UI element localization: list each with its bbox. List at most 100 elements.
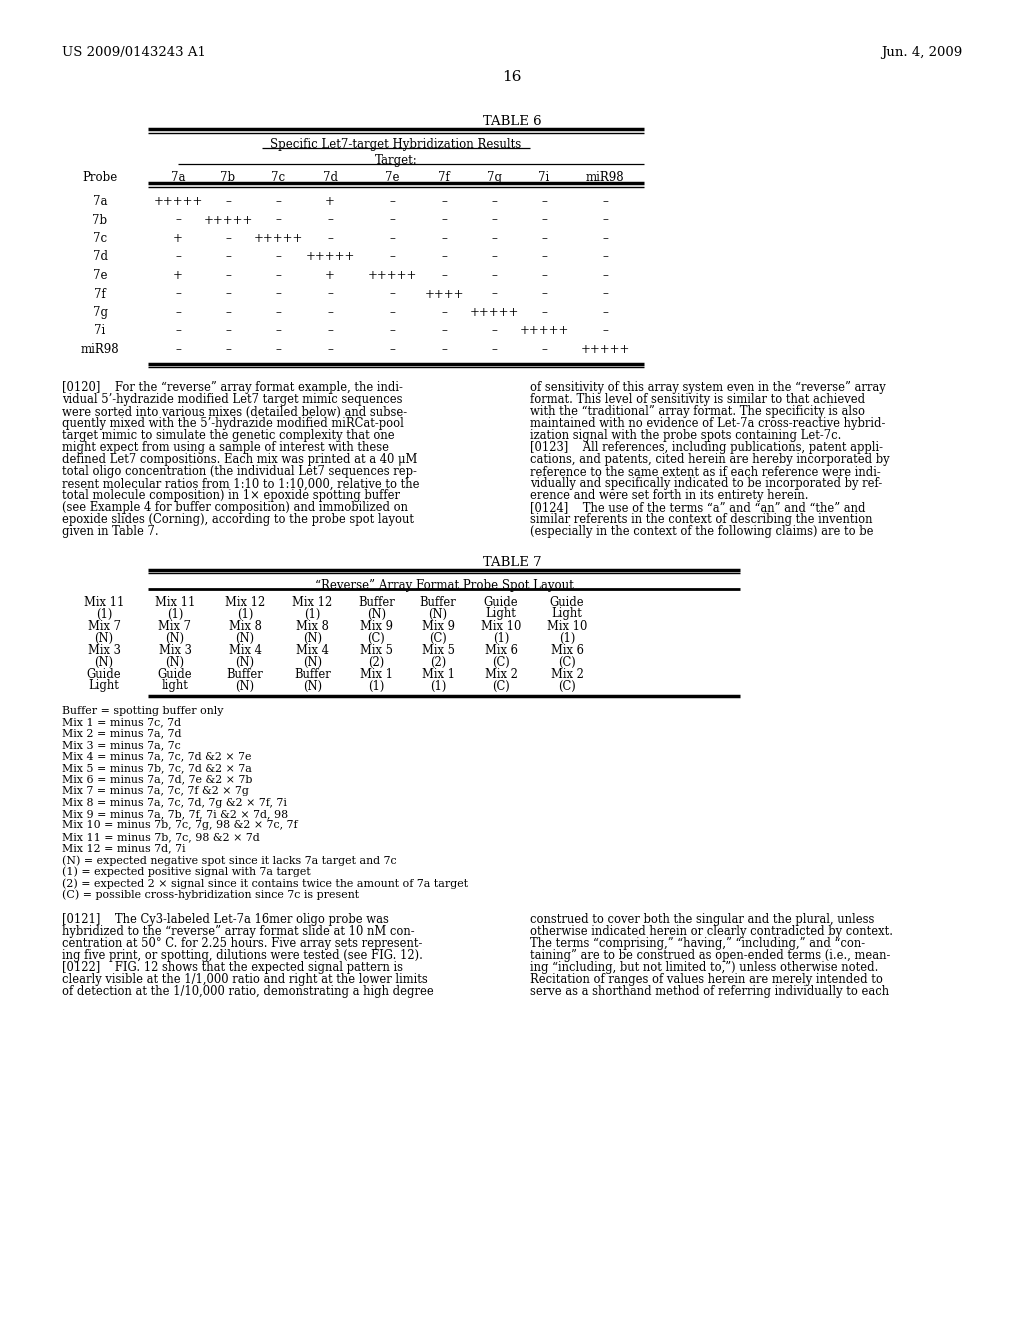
Text: (N): (N)	[367, 607, 386, 620]
Text: (see Example 4 for buffer composition) and immobilized on: (see Example 4 for buffer composition) a…	[62, 502, 408, 515]
Text: –: –	[175, 325, 181, 338]
Text: Mix 4: Mix 4	[296, 644, 329, 656]
Text: –: –	[275, 288, 281, 301]
Text: 7f: 7f	[94, 288, 105, 301]
Text: taining” are to be construed as open-ended terms (i.e., mean-: taining” are to be construed as open-end…	[530, 949, 891, 962]
Text: 16: 16	[502, 70, 522, 84]
Text: (1): (1)	[167, 607, 183, 620]
Text: 7e: 7e	[385, 172, 399, 183]
Text: clearly visible at the 1/1,000 ratio and right at the lower limits: clearly visible at the 1/1,000 ratio and…	[62, 973, 428, 986]
Text: –: –	[225, 343, 231, 356]
Text: +++++: +++++	[253, 232, 303, 246]
Text: +++++: +++++	[469, 306, 519, 319]
Text: maintained with no evidence of Let-7a cross-reactive hybrid-: maintained with no evidence of Let-7a cr…	[530, 417, 886, 430]
Text: +++++: +++++	[154, 195, 203, 209]
Text: –: –	[175, 214, 181, 227]
Text: +: +	[173, 232, 183, 246]
Text: –: –	[275, 325, 281, 338]
Text: Mix 10 = minus 7b, 7c, 7g, 98 &2 × 7c, 7f: Mix 10 = minus 7b, 7c, 7g, 98 &2 × 7c, 7…	[62, 821, 298, 830]
Text: Buffer: Buffer	[294, 668, 331, 681]
Text: Mix 12: Mix 12	[293, 595, 333, 609]
Text: –: –	[541, 214, 547, 227]
Text: (N): (N)	[303, 680, 323, 693]
Text: 7c: 7c	[271, 172, 285, 183]
Text: vidually and specifically indicated to be incorporated by ref-: vidually and specifically indicated to b…	[530, 478, 883, 491]
Text: reference to the same extent as if each reference were indi-: reference to the same extent as if each …	[530, 466, 881, 479]
Text: (1): (1)	[369, 680, 385, 693]
Text: 7a: 7a	[93, 195, 108, 209]
Text: Light: Light	[88, 680, 120, 693]
Text: (1): (1)	[304, 607, 321, 620]
Text: Mix 2 = minus 7a, 7d: Mix 2 = minus 7a, 7d	[62, 729, 181, 738]
Text: Mix 4: Mix 4	[228, 644, 261, 656]
Text: 7g: 7g	[486, 172, 502, 183]
Text: [0120]    For the “reverse” array format example, the indi-: [0120] For the “reverse” array format ex…	[62, 381, 402, 395]
Text: Buffer: Buffer	[226, 668, 263, 681]
Text: (N): (N)	[166, 631, 184, 644]
Text: Mix 7 = minus 7a, 7c, 7f &2 × 7g: Mix 7 = minus 7a, 7c, 7f &2 × 7g	[62, 785, 249, 796]
Text: (N): (N)	[303, 656, 323, 668]
Text: Mix 11 = minus 7b, 7c, 98 &2 × 7d: Mix 11 = minus 7b, 7c, 98 &2 × 7d	[62, 832, 260, 842]
Text: of detection at the 1/10,000 ratio, demonstrating a high degree: of detection at the 1/10,000 ratio, demo…	[62, 985, 434, 998]
Text: (C): (C)	[368, 631, 385, 644]
Text: +++++: +++++	[368, 269, 417, 282]
Text: vidual 5’-hydrazide modified Let7 target mimic sequences: vidual 5’-hydrazide modified Let7 target…	[62, 393, 402, 407]
Text: ing five print, or spotting, dilutions were tested (see FIG. 12).: ing five print, or spotting, dilutions w…	[62, 949, 423, 962]
Text: Mix 6: Mix 6	[484, 644, 517, 656]
Text: Mix 11: Mix 11	[155, 595, 196, 609]
Text: (N): (N)	[428, 607, 447, 620]
Text: Mix 9: Mix 9	[422, 619, 455, 632]
Text: Jun. 4, 2009: Jun. 4, 2009	[881, 46, 962, 59]
Text: (C): (C)	[429, 631, 446, 644]
Text: –: –	[541, 251, 547, 264]
Text: –: –	[541, 288, 547, 301]
Text: Mix 10: Mix 10	[481, 619, 521, 632]
Text: (N): (N)	[303, 631, 323, 644]
Text: (C): (C)	[493, 680, 510, 693]
Text: (1): (1)	[559, 631, 575, 644]
Text: centration at 50° C. for 2.25 hours. Five array sets represent-: centration at 50° C. for 2.25 hours. Fiv…	[62, 937, 422, 950]
Text: –: –	[225, 195, 231, 209]
Text: Specific Let7-target Hybridization Results: Specific Let7-target Hybridization Resul…	[270, 139, 521, 150]
Text: –: –	[492, 269, 497, 282]
Text: US 2009/0143243 A1: US 2009/0143243 A1	[62, 46, 206, 59]
Text: –: –	[327, 214, 333, 227]
Text: Mix 5: Mix 5	[422, 644, 455, 656]
Text: –: –	[541, 269, 547, 282]
Text: –: –	[441, 306, 446, 319]
Text: serve as a shorthand method of referring individually to each: serve as a shorthand method of referring…	[530, 985, 889, 998]
Text: Mix 12: Mix 12	[225, 595, 265, 609]
Text: Mix 3: Mix 3	[88, 644, 121, 656]
Text: –: –	[275, 306, 281, 319]
Text: –: –	[602, 195, 608, 209]
Text: Buffer: Buffer	[358, 595, 395, 609]
Text: –: –	[275, 343, 281, 356]
Text: –: –	[492, 195, 497, 209]
Text: –: –	[541, 195, 547, 209]
Text: +: +	[325, 195, 335, 209]
Text: Mix 3: Mix 3	[159, 644, 191, 656]
Text: –: –	[327, 306, 333, 319]
Text: Buffer: Buffer	[420, 595, 457, 609]
Text: (N): (N)	[94, 631, 114, 644]
Text: –: –	[327, 232, 333, 246]
Text: Mix 4 = minus 7a, 7c, 7d &2 × 7e: Mix 4 = minus 7a, 7c, 7d &2 × 7e	[62, 751, 252, 762]
Text: [0124]    The use of the terms “a” and “an” and “the” and: [0124] The use of the terms “a” and “an”…	[530, 502, 865, 515]
Text: 7i: 7i	[94, 325, 105, 338]
Text: –: –	[175, 343, 181, 356]
Text: –: –	[389, 251, 395, 264]
Text: –: –	[327, 343, 333, 356]
Text: 7a: 7a	[171, 172, 185, 183]
Text: defined Let7 compositions. Each mix was printed at a 40 μM: defined Let7 compositions. Each mix was …	[62, 454, 418, 466]
Text: +++++: +++++	[204, 214, 253, 227]
Text: cations, and patents, cited herein are hereby incorporated by: cations, and patents, cited herein are h…	[530, 454, 890, 466]
Text: (1): (1)	[430, 680, 446, 693]
Text: Mix 8 = minus 7a, 7c, 7d, 7g &2 × 7f, 7i: Mix 8 = minus 7a, 7c, 7d, 7g &2 × 7f, 7i	[62, 797, 287, 808]
Text: –: –	[175, 288, 181, 301]
Text: (1): (1)	[96, 607, 113, 620]
Text: Mix 6: Mix 6	[551, 644, 584, 656]
Text: (C): (C)	[558, 680, 575, 693]
Text: Light: Light	[552, 607, 583, 620]
Text: –: –	[275, 214, 281, 227]
Text: Light: Light	[485, 607, 516, 620]
